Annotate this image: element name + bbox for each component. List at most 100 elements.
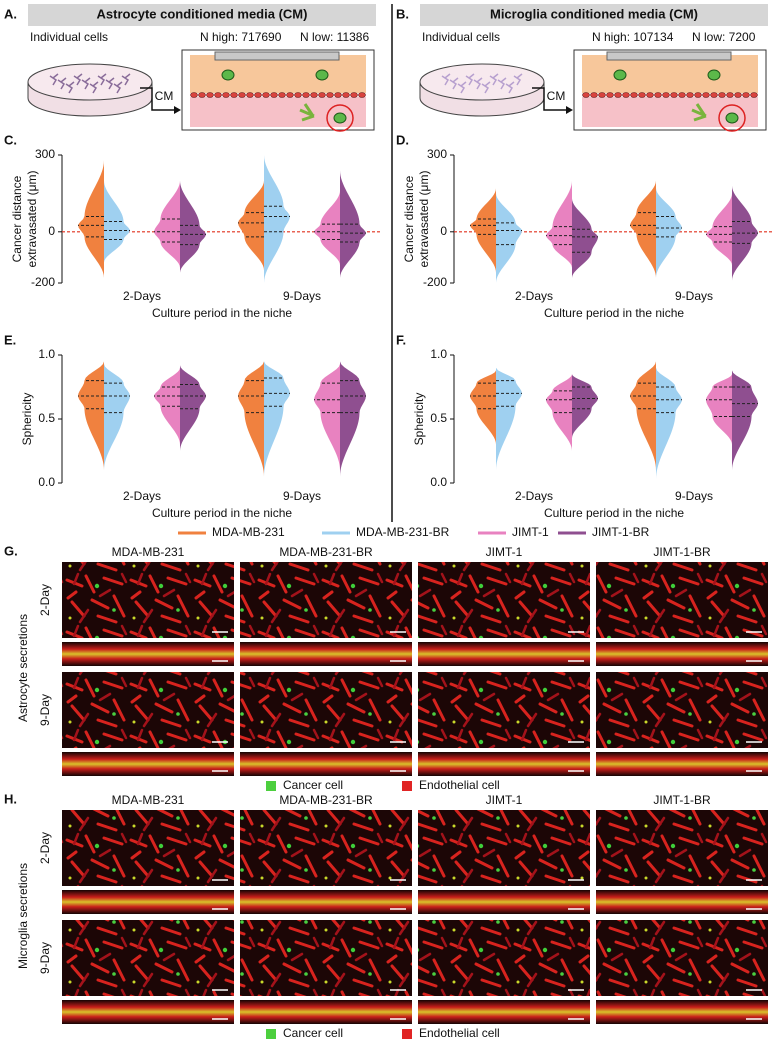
y-tick-label: 0.5 <box>38 411 55 425</box>
dish-top <box>27 63 153 101</box>
micrograph <box>596 672 768 748</box>
micrograph <box>418 562 590 638</box>
endothelial <box>606 92 614 98</box>
x-tick-label: 2-Days <box>123 289 161 303</box>
column-header: MDA-MB-231 <box>112 545 185 559</box>
n-high: N high: 107134 <box>592 30 674 44</box>
micrograph <box>418 810 590 886</box>
cancer-cell <box>315 69 329 81</box>
cross-section <box>62 1000 234 1024</box>
endothelial <box>222 92 230 98</box>
panel-title: Microglia conditioned media (CM) <box>490 6 698 21</box>
glia <box>457 81 467 94</box>
endothelial <box>630 92 638 98</box>
subtitle: Individual cells <box>30 30 108 44</box>
endothelial <box>638 92 646 98</box>
micrograph <box>62 920 234 996</box>
group-label: Microglia secretions <box>16 863 30 969</box>
micrograph <box>240 672 412 748</box>
cross-section <box>62 890 234 914</box>
highlight <box>326 104 354 132</box>
cross-section <box>62 752 234 776</box>
endothelial <box>342 92 350 98</box>
chamber-top <box>582 55 758 93</box>
glia <box>121 73 131 86</box>
x-tick-label: 9-Days <box>283 289 321 303</box>
group-label: Astrocyte secretions <box>16 614 30 722</box>
cancer-cell <box>333 112 347 124</box>
violin-half <box>496 367 522 471</box>
legend-label: JIMT-1 <box>512 525 549 539</box>
panel-label: F. <box>396 332 406 347</box>
x-tick-label: 9-Days <box>675 289 713 303</box>
cross-section <box>418 642 590 666</box>
violin-half <box>572 198 598 278</box>
glia <box>49 73 59 86</box>
y-axis-title: Sphericity <box>412 393 426 446</box>
violin-half <box>238 361 264 477</box>
insert <box>214 51 340 61</box>
micrograph <box>62 810 234 886</box>
x-axis-title: Culture period in the niche <box>544 306 684 320</box>
endothelial <box>350 92 358 98</box>
violin-half <box>340 361 366 477</box>
glia <box>513 73 523 86</box>
endothelial <box>302 92 310 98</box>
y-tick-label: -200 <box>423 275 447 289</box>
column-header: JIMT-1 <box>486 545 523 559</box>
endothelial <box>718 92 726 98</box>
header-bar <box>28 4 376 26</box>
chamber-top <box>190 55 366 93</box>
violin-half <box>572 374 598 439</box>
cross-section <box>240 1000 412 1024</box>
legend-swatch <box>266 781 276 791</box>
legend-label: MDA-MB-231-BR <box>356 525 450 539</box>
endothelial <box>598 92 606 98</box>
glia <box>97 73 107 86</box>
y-axis-title: extravasated (μm) <box>417 171 431 268</box>
microglia <box>691 103 707 122</box>
y-tick-label: 1.0 <box>430 347 447 361</box>
y-tick-label: 1.0 <box>38 347 55 361</box>
glia <box>481 81 491 94</box>
column-header: JIMT-1-BR <box>653 793 711 807</box>
y-axis-title: Cancer distance <box>10 175 24 262</box>
endothelial <box>214 92 222 98</box>
highlight <box>718 104 746 132</box>
glia <box>73 73 83 86</box>
micrograph <box>596 920 768 996</box>
violin-half <box>706 193 732 266</box>
endothelial <box>190 92 198 98</box>
y-tick-label: -200 <box>31 275 55 289</box>
glia <box>89 81 99 94</box>
dish-top <box>419 63 545 101</box>
violin-half <box>180 180 206 273</box>
endothelial <box>310 92 318 98</box>
glia <box>113 81 123 94</box>
x-tick-label: 2-Days <box>123 489 161 503</box>
cancer-cell <box>613 69 627 81</box>
panel-label: E. <box>4 332 16 347</box>
endothelial <box>686 92 694 98</box>
endothelial <box>734 92 742 98</box>
micrograph <box>62 562 234 638</box>
micrograph <box>240 920 412 996</box>
panel-label: G. <box>4 543 18 558</box>
legend-label: Endothelial cell <box>419 778 500 792</box>
glia <box>105 77 115 90</box>
glia <box>57 77 67 90</box>
glia <box>473 77 483 90</box>
legend-swatch <box>402 1029 412 1039</box>
cross-section <box>418 1000 590 1024</box>
x-axis-title: Culture period in the niche <box>152 306 292 320</box>
x-axis-title: Culture period in the niche <box>152 506 292 520</box>
endothelial <box>654 92 662 98</box>
endothelial <box>694 92 702 98</box>
endothelial <box>670 92 678 98</box>
arrow <box>140 87 174 111</box>
panel-title: Astrocyte conditioned media (CM) <box>97 6 308 21</box>
endothelial <box>710 92 718 98</box>
violin-half <box>264 361 290 477</box>
endothelial <box>270 92 278 98</box>
